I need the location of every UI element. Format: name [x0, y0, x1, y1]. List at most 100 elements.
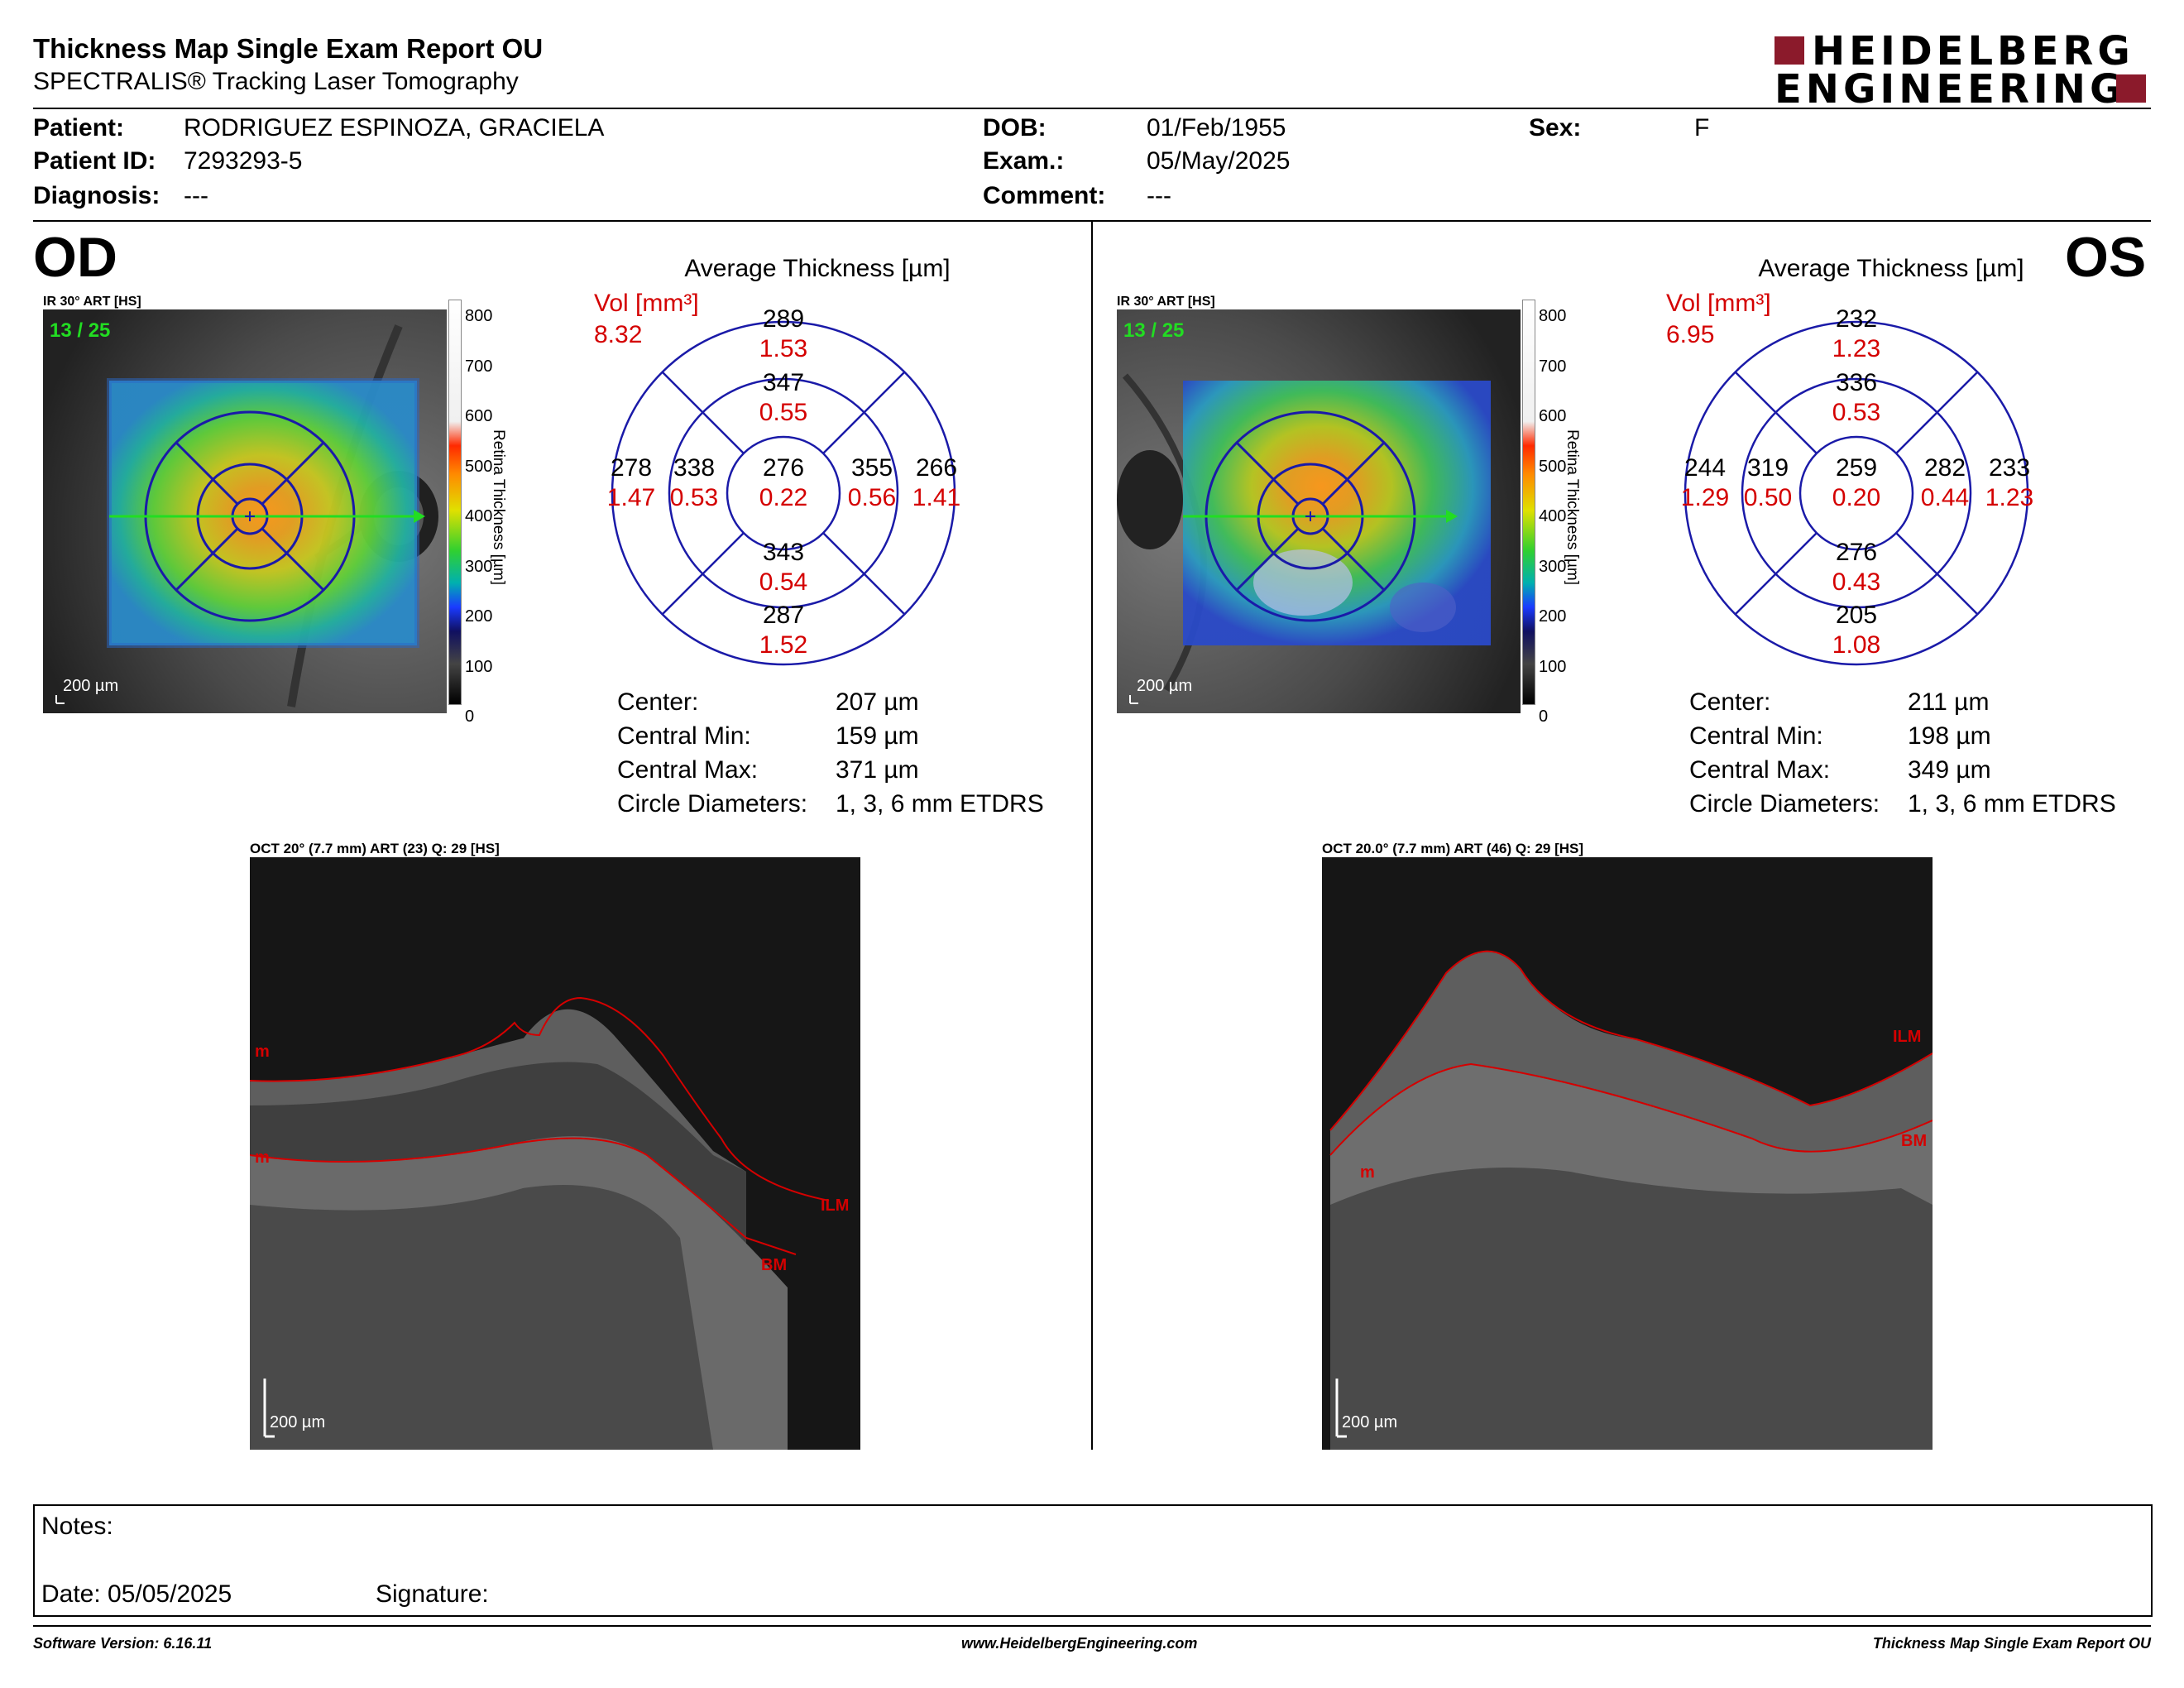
os-stat-label: Central Max:: [1689, 756, 1831, 784]
od-stat-value: 371 µm: [836, 756, 919, 784]
od-ir-image: 13 / 25 200 µm: [43, 309, 447, 713]
diagnosis-label: Diagnosis:: [33, 182, 160, 209]
dob-value: 01/Feb/1955: [1147, 114, 1286, 141]
os-tick: 800: [1539, 307, 1567, 325]
patient-label: Patient:: [33, 114, 125, 141]
od-oct-tag-ilm: ILM: [821, 1196, 850, 1215]
os-oct-label: OCT 20.0° (7.7 mm) ART (46) Q: 29 [HS]: [1322, 841, 1584, 856]
od-scale-title: Retina Thickness [µm]: [490, 429, 507, 585]
notes-label: Notes:: [41, 1513, 113, 1540]
od-thickness-value: 338: [673, 454, 716, 482]
os-sector-center: 259 0.20: [1815, 453, 1898, 513]
os-sector-inner-inferior: 276 0.43: [1815, 538, 1898, 597]
patient-name: RODRIGUEZ ESPINOZA, GRACIELA: [184, 114, 605, 141]
od-volume-value: 1.53: [759, 335, 808, 362]
od-sector-outer-temporal: 278 1.47: [602, 453, 660, 513]
header-divider: [33, 108, 2151, 109]
od-stat-label: Central Max:: [617, 756, 759, 784]
od-stat-label: Circle Diameters:: [617, 790, 808, 818]
os-stat-label: Circle Diameters:: [1689, 790, 1880, 818]
logo-word-heidelberg: HEIDELBERG: [1812, 28, 2134, 74]
heidelberg-logo: HEIDELBERG ENGINEERING: [1770, 28, 2151, 109]
od-tick: 0: [465, 707, 475, 726]
os-tick: 100: [1539, 657, 1567, 676]
date-label: Date: 05/05/2025: [41, 1580, 232, 1608]
os-vol-label: Vol [mm³]: [1666, 290, 1771, 317]
comment-value: ---: [1147, 182, 1171, 209]
od-eye-label: OD: [33, 226, 117, 289]
os-stat-value: 349 µm: [1908, 756, 1991, 784]
os-ir-image: 13 / 25 200 µm: [1117, 309, 1521, 713]
od-tick: 600: [465, 407, 493, 425]
os-scale-title: Retina Thickness [µm]: [1564, 429, 1581, 585]
od-scale-bar: [448, 300, 462, 705]
os-thickness-value: 233: [1988, 454, 2031, 482]
od-oct-scalebar: 200 µm: [270, 1413, 326, 1431]
os-tick: 400: [1539, 507, 1567, 525]
diagnosis-value: ---: [184, 182, 208, 209]
od-sector-outer-nasal: 266 1.41: [903, 453, 970, 513]
od-volume-value: 1.47: [606, 484, 656, 511]
od-sector-outer-inferior: 287 1.52: [742, 601, 825, 660]
os-sector-inner-temporal: 319 0.50: [1739, 453, 1797, 513]
signature-label: Signature:: [376, 1580, 489, 1608]
logo-word-engineering: ENGINEERING: [1774, 66, 2127, 113]
od-tick: 100: [465, 657, 493, 676]
os-tick: 0: [1539, 707, 1549, 726]
os-scale-ticks: 800 700 600 500 400 300 200 100 0: [1539, 291, 1566, 742]
od-thickness-value: 278: [610, 454, 653, 482]
website-link[interactable]: www.HeidelbergEngineering.com: [961, 1635, 1198, 1652]
od-thickness-value: 355: [850, 454, 893, 482]
od-volume-value: 0.53: [669, 484, 719, 511]
os-sector-inner-nasal: 282 0.44: [1912, 453, 1978, 513]
dob-label: DOB:: [983, 114, 1046, 141]
od-tick: 300: [465, 557, 493, 576]
od-volume-value: 0.54: [759, 568, 808, 596]
os-oct-tag-ilm: ILM: [1893, 1028, 1922, 1046]
os-sector-outer-temporal: 244 1.29: [1676, 453, 1734, 513]
eye-divider: [1091, 222, 1093, 1450]
od-vol-label: Vol [mm³]: [594, 290, 699, 317]
exam-value: 05/May/2025: [1147, 147, 1291, 175]
os-thickness-value: 259: [1835, 454, 1878, 482]
report-title: Thickness Map Single Exam Report OU: [33, 33, 544, 64]
od-volume-value: 1.41: [912, 484, 961, 511]
os-oct-tag-bm: BM: [1901, 1132, 1928, 1150]
os-scale-bar: [1522, 300, 1535, 705]
od-sector-inner-nasal: 355 0.56: [839, 453, 905, 513]
od-thickness-value: 266: [915, 454, 958, 482]
od-thickness-value: 276: [762, 454, 805, 482]
os-tick: 300: [1539, 557, 1567, 576]
os-stats-values: 211 µm 198 µm 349 µm 1, 3, 6 mm ETDRS: [1908, 685, 2116, 821]
od-oct-tag-bm: BM: [761, 1256, 788, 1274]
os-volume-value: 0.20: [1832, 484, 1881, 511]
od-etdrs-grid: [611, 320, 956, 666]
notes-box[interactable]: Notes: Date: 05/05/2025 Signature:: [33, 1504, 2153, 1617]
od-avg-title: Average Thickness [µm]: [684, 255, 951, 282]
patient-id: 7293293-5: [184, 147, 303, 175]
od-etdrs-panel: Average Thickness [µm] Vol [mm³] 8.32 28…: [569, 255, 1066, 669]
od-frame-counter: 13 / 25: [50, 319, 111, 342]
os-stat-value: 211 µm: [1908, 688, 1990, 716]
od-sector-outer-superior: 289 1.53: [742, 305, 825, 364]
os-thickness-value: 232: [1835, 305, 1878, 333]
os-tick: 500: [1539, 457, 1567, 476]
exam-label: Exam.:: [983, 147, 1065, 175]
os-thickness-value: 276: [1835, 539, 1878, 566]
os-tick: 200: [1539, 607, 1567, 626]
os-avg-title: Average Thickness [µm]: [1758, 255, 2024, 282]
os-thickness-value: 282: [1923, 454, 1966, 482]
os-volume-value: 1.29: [1680, 484, 1730, 511]
os-stat-label: Center:: [1689, 688, 1771, 716]
od-tick: 400: [465, 507, 493, 525]
os-oct-scalebar: 200 µm: [1342, 1413, 1398, 1431]
od-stat-label: Center:: [617, 688, 699, 716]
os-ir-scalebar: 200 µm: [1137, 677, 1193, 695]
od-oct-tag-m1: m: [255, 1043, 270, 1061]
os-frame-counter: 13 / 25: [1123, 319, 1185, 342]
od-ir-scalebar: 200 µm: [63, 677, 119, 695]
sex-label: Sex:: [1529, 114, 1582, 141]
od-sector-inner-inferior: 343 0.54: [742, 538, 825, 597]
od-stats-values: 207 µm 159 µm 371 µm 1, 3, 6 mm ETDRS: [836, 685, 1044, 821]
logo-square-top: [1774, 36, 1804, 65]
